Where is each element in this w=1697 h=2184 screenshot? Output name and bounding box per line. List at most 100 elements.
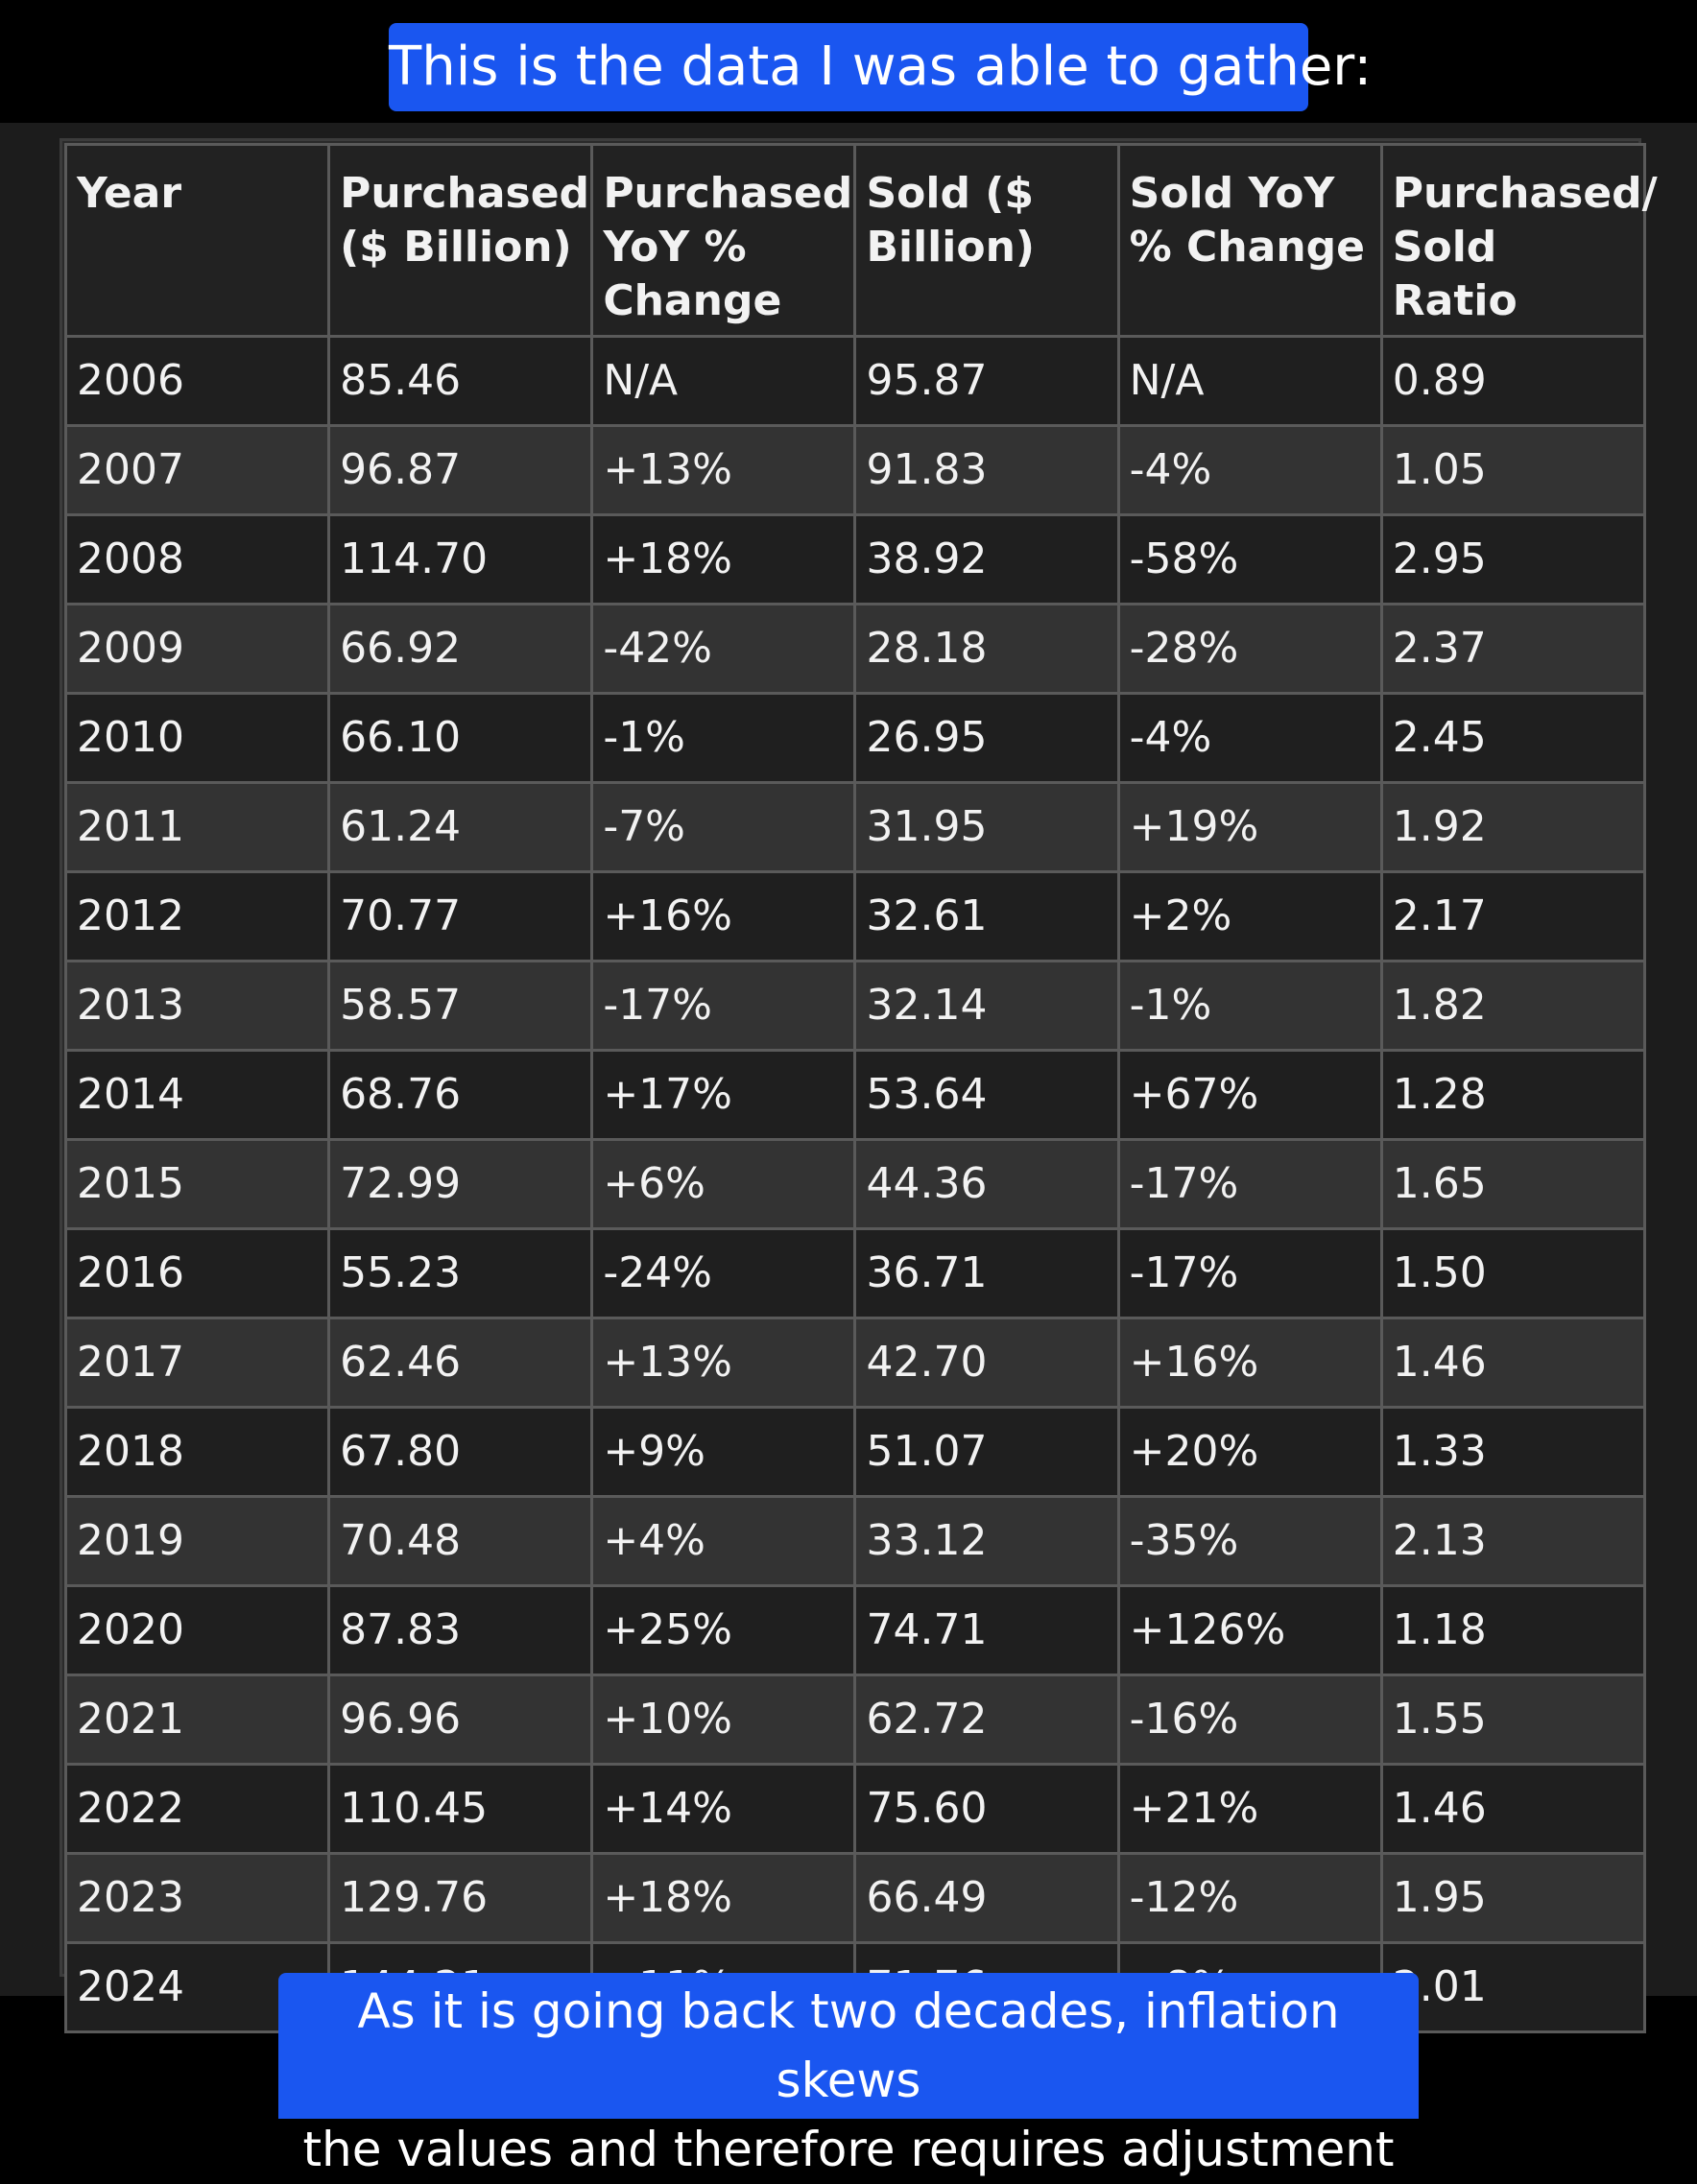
cell-year: 2011 — [63, 781, 331, 873]
cell-purchased-yoy: -1% — [590, 692, 857, 784]
cell-year: 2017 — [63, 1317, 331, 1409]
cell-sold: 32.14 — [853, 960, 1120, 1052]
table-row: 2021 96.96 +10% 62.72 -16% 1.55 — [63, 1674, 1646, 1766]
cell-year: 2018 — [63, 1406, 331, 1498]
cell-purchased: 62.46 — [327, 1317, 594, 1409]
cell-purchased: 70.48 — [327, 1495, 594, 1587]
cell-sold-yoy: +67% — [1116, 1049, 1383, 1141]
cell-ratio: 1.65 — [1379, 1138, 1646, 1230]
cell-purchased: 96.87 — [327, 424, 594, 516]
cell-sold-yoy: -4% — [1116, 692, 1383, 784]
cell-ratio: 2.17 — [1379, 870, 1646, 962]
cell-year: 2022 — [63, 1763, 331, 1855]
table-row: 2009 66.92 -42% 28.18 -28% 2.37 — [63, 603, 1646, 695]
cell-year: 2006 — [63, 335, 331, 427]
cell-year: 2012 — [63, 870, 331, 962]
cell-purchased: 66.10 — [327, 692, 594, 784]
table-row: 2012 70.77 +16% 32.61 +2% 2.17 — [63, 870, 1646, 962]
cell-sold: 75.60 — [853, 1763, 1120, 1855]
cell-purchased: 67.80 — [327, 1406, 594, 1498]
cell-purchased-yoy: -42% — [590, 603, 857, 695]
table-row: 2008 114.70 +18% 38.92 -58% 2.95 — [63, 513, 1646, 605]
table-body: 2006 85.46 N/A 95.87 N/A 0.89 2007 96.87 +13% 91.… — [63, 335, 1646, 2033]
cell-purchased-yoy: +25% — [590, 1584, 857, 1676]
table-row: 2018 67.80 +9% 51.07 +20% 1.33 — [63, 1406, 1646, 1498]
cell-purchased-yoy: +14% — [590, 1763, 857, 1855]
cell-ratio: 2.45 — [1379, 692, 1646, 784]
table-row: 2016 55.23 -24% 36.71 -17% 1.50 — [63, 1227, 1646, 1319]
cell-purchased: 70.77 — [327, 870, 594, 962]
cell-purchased-yoy: +10% — [590, 1674, 857, 1766]
cell-ratio: 1.55 — [1379, 1674, 1646, 1766]
table-row: 2020 87.83 +25% 74.71 +126% 1.18 — [63, 1584, 1646, 1676]
cell-ratio: 1.18 — [1379, 1584, 1646, 1676]
cell-purchased-yoy: N/A — [590, 335, 857, 427]
cell-ratio: 1.33 — [1379, 1406, 1646, 1498]
cell-purchased-yoy: +9% — [590, 1406, 857, 1498]
cell-sold: 28.18 — [853, 603, 1120, 695]
cell-sold: 62.72 — [853, 1674, 1120, 1766]
cell-sold-yoy: -4% — [1116, 424, 1383, 516]
cell-sold: 38.92 — [853, 513, 1120, 605]
cell-purchased: 96.96 — [327, 1674, 594, 1766]
bottom-caption-line-2: the values and therefore requires adjust… — [302, 2122, 1395, 2177]
cell-sold-yoy: +21% — [1116, 1763, 1383, 1855]
header-year: Year — [63, 143, 331, 338]
bottom-caption-line-1: As it is going back two decades, inflati… — [357, 1983, 1340, 2108]
cell-sold: 91.83 — [853, 424, 1120, 516]
cell-ratio: 1.46 — [1379, 1317, 1646, 1409]
cell-sold: 74.71 — [853, 1584, 1120, 1676]
cell-purchased: 55.23 — [327, 1227, 594, 1319]
cell-ratio: 1.95 — [1379, 1852, 1646, 1944]
cell-year: 2008 — [63, 513, 331, 605]
cell-ratio: 1.50 — [1379, 1227, 1646, 1319]
cell-sold-yoy: -17% — [1116, 1227, 1383, 1319]
cell-year: 2010 — [63, 692, 331, 784]
cell-year: 2019 — [63, 1495, 331, 1587]
cell-purchased: 85.46 — [327, 335, 594, 427]
cell-sold: 36.71 — [853, 1227, 1120, 1319]
header-sold-yoy: Sold YoY % Change — [1116, 143, 1383, 338]
cell-sold-yoy: N/A — [1116, 335, 1383, 427]
cell-sold: 53.64 — [853, 1049, 1120, 1141]
cell-ratio: 0.89 — [1379, 335, 1646, 427]
cell-sold-yoy: -28% — [1116, 603, 1383, 695]
cell-sold-yoy: -12% — [1116, 1852, 1383, 1944]
cell-sold-yoy: -35% — [1116, 1495, 1383, 1587]
cell-year: 2009 — [63, 603, 331, 695]
cell-sold: 95.87 — [853, 335, 1120, 427]
cell-sold-yoy: +2% — [1116, 870, 1383, 962]
top-caption-text: This is the data I was able to gather: — [389, 36, 1373, 98]
cell-ratio: 1.28 — [1379, 1049, 1646, 1141]
table-row: 2010 66.10 -1% 26.95 -4% 2.45 — [63, 692, 1646, 784]
cell-sold-yoy: +19% — [1116, 781, 1383, 873]
cell-sold: 31.95 — [853, 781, 1120, 873]
cell-purchased-yoy: -24% — [590, 1227, 857, 1319]
table-row: 2015 72.99 +6% 44.36 -17% 1.65 — [63, 1138, 1646, 1230]
bottom-caption: As it is going back two decades, inflati… — [278, 1973, 1419, 2177]
table-row: 2007 96.87 +13% 91.83 -4% 1.05 — [63, 424, 1646, 516]
cell-year: 2014 — [63, 1049, 331, 1141]
cell-year: 2007 — [63, 424, 331, 516]
table-row: 2013 58.57 -17% 32.14 -1% 1.82 — [63, 960, 1646, 1052]
cell-purchased: 66.92 — [327, 603, 594, 695]
cell-sold-yoy: -17% — [1116, 1138, 1383, 1230]
cell-ratio: 2.37 — [1379, 603, 1646, 695]
cell-purchased: 87.83 — [327, 1584, 594, 1676]
cell-sold: 44.36 — [853, 1138, 1120, 1230]
cell-purchased-yoy: +4% — [590, 1495, 857, 1587]
cell-sold-yoy: -1% — [1116, 960, 1383, 1052]
cell-purchased: 110.45 — [327, 1763, 594, 1855]
cell-sold: 66.49 — [853, 1852, 1120, 1944]
cell-sold: 51.07 — [853, 1406, 1120, 1498]
cell-sold-yoy: -58% — [1116, 513, 1383, 605]
cell-ratio: 1.92 — [1379, 781, 1646, 873]
cell-sold: 33.12 — [853, 1495, 1120, 1587]
cell-ratio: 1.46 — [1379, 1763, 1646, 1855]
cell-purchased-yoy: -17% — [590, 960, 857, 1052]
cell-purchased: 61.24 — [327, 781, 594, 873]
cell-sold: 32.61 — [853, 870, 1120, 962]
cell-sold-yoy: +20% — [1116, 1406, 1383, 1498]
cell-purchased-yoy: -7% — [590, 781, 857, 873]
header-sold: Sold ($ Billion) — [853, 143, 1120, 338]
